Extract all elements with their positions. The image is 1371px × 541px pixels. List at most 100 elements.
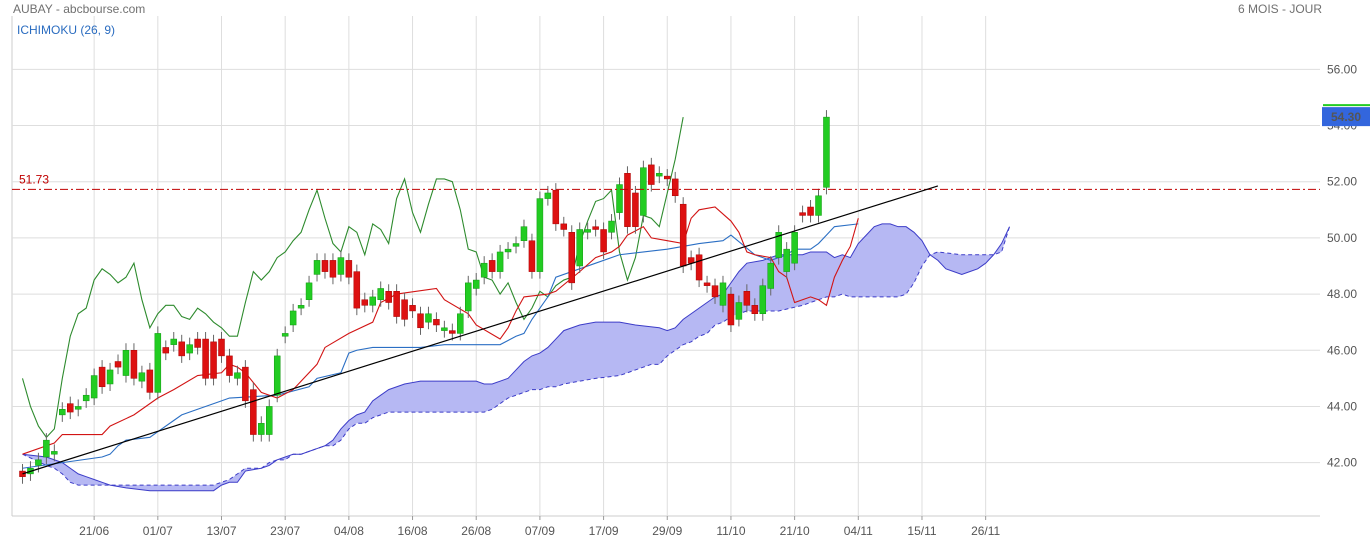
y-tick-label: 50.00 <box>1327 231 1357 245</box>
candle-down <box>695 254 703 281</box>
candle-up <box>441 327 448 331</box>
candle-down <box>345 260 353 278</box>
x-tick-label: 21/10 <box>780 524 810 538</box>
candle-down <box>433 319 440 326</box>
candle-up <box>512 243 520 247</box>
indicator-legend: ICHIMOKU (26, 9) <box>17 23 116 37</box>
level-label: 51.73 <box>19 172 49 186</box>
candle-down <box>703 282 711 286</box>
candle-up <box>35 459 42 466</box>
x-tick-label: 17/09 <box>589 524 619 538</box>
candle-down <box>114 361 122 368</box>
candle-down <box>385 291 392 303</box>
candle-down <box>417 313 424 329</box>
candle-up <box>576 229 583 267</box>
candle-down <box>743 291 751 306</box>
last-price-label: 54.30 <box>1331 110 1361 124</box>
candle-down <box>353 271 361 309</box>
candle-up <box>74 406 82 410</box>
candle-up <box>457 313 464 334</box>
candle-up <box>369 296 376 306</box>
candle-up <box>759 285 767 315</box>
candle-down <box>600 229 607 253</box>
candle-down <box>194 338 201 348</box>
trend-line <box>22 185 939 475</box>
candle-up <box>520 226 528 241</box>
candle-down <box>393 291 400 317</box>
x-tick-label: 04/11 <box>844 524 873 538</box>
candle-up <box>544 192 552 199</box>
candle-up <box>536 198 544 272</box>
cloud-fill <box>22 223 1010 491</box>
kijun-sen <box>22 223 859 469</box>
candle-down <box>409 305 416 312</box>
candle-down <box>250 389 257 435</box>
candle-down <box>242 366 249 402</box>
candle-up <box>106 369 114 385</box>
candle-up <box>51 451 58 455</box>
axis-ticks: 42.0044.0046.0048.0050.0052.0054.0056.00… <box>79 62 1357 538</box>
candle-down <box>711 285 719 298</box>
candle-down <box>226 355 233 376</box>
candle-down <box>488 260 496 272</box>
candle-down <box>648 164 655 185</box>
y-tick-label: 44.00 <box>1327 399 1357 413</box>
x-tick-label: 29/09 <box>652 524 682 538</box>
candle-down <box>329 260 337 278</box>
candle-up <box>656 173 663 177</box>
candle-up <box>480 262 488 278</box>
candle-down <box>560 223 568 230</box>
candle-down <box>671 178 679 197</box>
candle-down <box>178 341 185 357</box>
candle-up <box>608 220 615 233</box>
chart-period: 6 MOIS - JOUR <box>1237 2 1322 16</box>
candle-up <box>305 282 313 300</box>
candle-down <box>98 366 106 388</box>
candle-up <box>767 262 774 289</box>
candle-up <box>154 333 162 393</box>
candle-up <box>234 372 241 379</box>
candle-up <box>735 302 743 320</box>
candle-up <box>472 279 480 289</box>
candle-down <box>218 338 225 357</box>
candle-down <box>624 173 631 227</box>
candle-up <box>640 167 647 216</box>
candle-up <box>170 338 177 345</box>
candle-up <box>823 116 830 188</box>
y-tick-label: 42.00 <box>1327 456 1357 470</box>
candle-down <box>592 226 599 230</box>
y-tick-label: 52.00 <box>1327 175 1357 189</box>
candle-up <box>425 313 432 323</box>
candle-up <box>719 282 727 306</box>
candle-up <box>791 232 798 264</box>
x-tick-label: 21/06 <box>79 524 109 538</box>
candle-down <box>130 350 138 379</box>
candle-down <box>528 240 536 272</box>
x-tick-label: 07/09 <box>525 524 555 538</box>
candle-down <box>568 232 575 284</box>
candle-up <box>465 282 472 312</box>
ichimoku-cloud <box>22 223 1011 492</box>
x-tick-label: 13/07 <box>206 524 236 538</box>
senkou-span-a <box>22 223 1010 492</box>
candle-up <box>783 248 790 272</box>
candle-up <box>616 184 623 213</box>
tenkan-sen <box>22 206 859 455</box>
candle-down <box>449 330 456 334</box>
candle-up <box>186 344 193 354</box>
candle-up <box>266 406 273 435</box>
chart-grid <box>11 16 1320 520</box>
x-tick-label: 26/11 <box>971 524 1000 538</box>
candle-up <box>138 372 146 382</box>
candle-up <box>297 305 305 309</box>
candle-up <box>82 394 90 402</box>
candle-up <box>90 375 98 399</box>
x-tick-label: 04/08 <box>334 524 364 538</box>
candle-down <box>321 260 329 272</box>
candle-up <box>59 409 66 416</box>
chikou-span <box>21 117 684 439</box>
candle-up <box>289 310 297 326</box>
candle-up <box>815 195 822 216</box>
candle-down <box>807 206 814 216</box>
